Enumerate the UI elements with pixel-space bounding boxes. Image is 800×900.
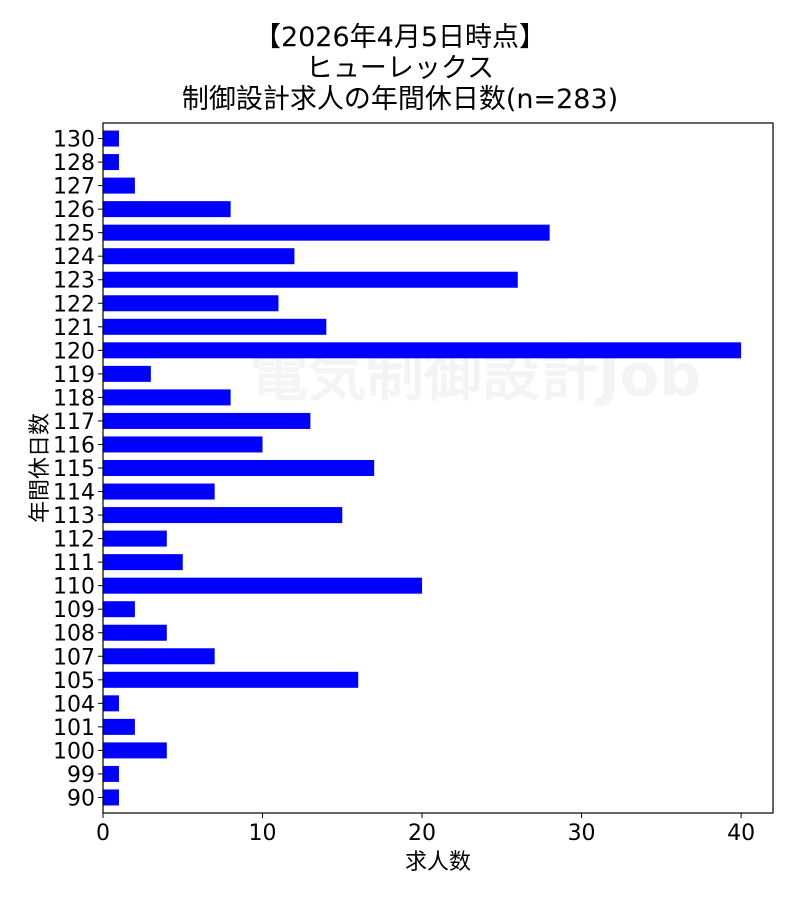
y-tick-label: 109 <box>53 598 95 623</box>
y-tick-label: 114 <box>53 481 95 506</box>
bar-125 <box>103 224 550 241</box>
y-axis-label: 年間休日数 <box>28 413 53 523</box>
bar-122 <box>103 295 279 312</box>
x-tick-label: 0 <box>96 821 110 846</box>
y-tick-label: 126 <box>53 198 95 223</box>
bar-99 <box>103 765 119 782</box>
bar-121 <box>103 318 327 335</box>
bar-116 <box>103 436 263 453</box>
y-tick-label: 118 <box>53 386 95 411</box>
y-tick-label: 100 <box>53 739 95 764</box>
bar-105 <box>103 671 359 688</box>
y-tick-label: 112 <box>53 528 95 553</box>
y-tick-label: 119 <box>53 363 95 388</box>
y-tick-label: 122 <box>53 292 95 317</box>
y-tick-label: 105 <box>53 669 95 694</box>
y-tick-label: 115 <box>53 457 95 482</box>
bar-119 <box>103 365 151 382</box>
y-tick-label: 110 <box>53 575 95 600</box>
y-tick-label: 90 <box>67 786 95 811</box>
y-tick-label: 127 <box>53 175 95 200</box>
bar-109 <box>103 601 135 618</box>
chart-title: 【2026年4月5日時点】 ヒューレックス 制御設計求人の年間休日数(n=283… <box>0 22 800 115</box>
bar-128 <box>103 154 119 171</box>
bar-90 <box>103 789 119 806</box>
y-tick-label: 124 <box>53 245 95 270</box>
bar-130 <box>103 130 119 147</box>
x-axis-ticks: 0 10 20 30 40 <box>96 813 755 846</box>
y-tick-label: 121 <box>53 316 95 341</box>
y-tick-label: 99 <box>67 763 95 788</box>
bars-group <box>103 130 742 806</box>
x-tick-label: 10 <box>249 821 277 846</box>
title-line-subject: 制御設計求人の年間休日数(n=283) <box>181 84 619 115</box>
y-tick-label: 104 <box>53 692 95 717</box>
bar-101 <box>103 718 135 735</box>
y-tick-label: 130 <box>53 128 95 153</box>
bar-112 <box>103 530 167 547</box>
x-tick-label: 20 <box>408 821 436 846</box>
y-tick-label: 107 <box>53 645 95 670</box>
bar-118 <box>103 389 231 406</box>
bar-126 <box>103 201 231 218</box>
y-tick-label: 123 <box>53 269 95 294</box>
y-axis-ticks: 9099100101104105107108109110111112113114… <box>53 128 103 811</box>
bar-107 <box>103 648 215 665</box>
bar-113 <box>103 507 343 524</box>
y-tick-label: 101 <box>53 716 95 741</box>
bar-123 <box>103 271 518 288</box>
plot-frame <box>102 122 774 814</box>
bar-110 <box>103 577 423 594</box>
bar-127 <box>103 177 135 194</box>
bar-120 <box>103 342 742 359</box>
y-tick-label: 125 <box>53 222 95 247</box>
y-tick-label: 117 <box>53 410 95 435</box>
bar-114 <box>103 483 215 500</box>
y-tick-label: 128 <box>53 151 95 176</box>
y-tick-label: 108 <box>53 622 95 647</box>
title-line-date: 【2026年4月5日時点】 <box>253 22 547 53</box>
y-tick-label: 116 <box>53 433 95 458</box>
y-tick-label: 111 <box>53 551 95 576</box>
bar-104 <box>103 695 119 712</box>
y-tick-label: 113 <box>53 504 95 529</box>
x-tick-label: 30 <box>568 821 596 846</box>
bar-115 <box>103 459 375 477</box>
y-tick-label: 120 <box>53 339 95 364</box>
bar-117 <box>103 412 311 429</box>
bar-108 <box>103 624 167 641</box>
x-tick-label: 40 <box>727 821 755 846</box>
x-axis-label: 求人数 <box>405 850 471 875</box>
title-line-company: ヒューレックス <box>305 53 495 84</box>
bar-100 <box>103 742 167 759</box>
bar-124 <box>103 248 295 265</box>
bar-111 <box>103 554 183 571</box>
